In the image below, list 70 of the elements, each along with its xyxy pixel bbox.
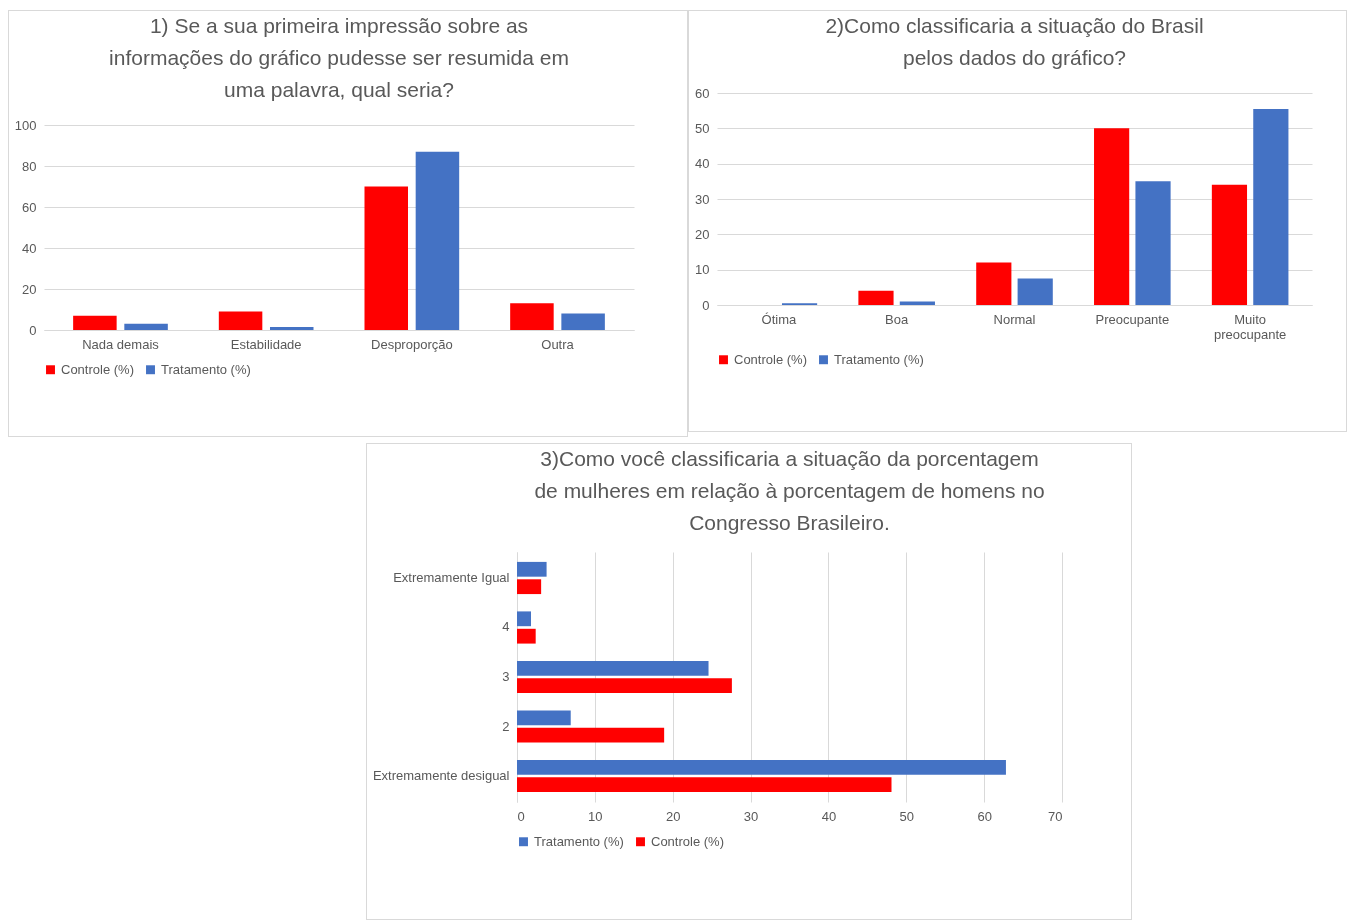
bar xyxy=(517,710,571,726)
y-tick-label: 0 xyxy=(29,322,37,338)
y-tick-label: 3 xyxy=(502,669,510,684)
bar xyxy=(517,759,1006,775)
y-tick-label: 30 xyxy=(695,191,710,207)
y-tick-label: 2 xyxy=(502,718,510,734)
y-tick-label: 80 xyxy=(22,158,37,174)
legend-label: Controle (%) xyxy=(61,361,134,377)
bar xyxy=(73,315,117,330)
bar xyxy=(517,777,892,793)
x-tick-label: Nada demais xyxy=(82,336,160,352)
y-tick-label: 100 xyxy=(14,117,37,133)
y-tick-label: Extremamente Igual xyxy=(393,569,510,585)
bar xyxy=(218,311,263,330)
bar xyxy=(517,660,709,676)
x-tick-label: 60 xyxy=(977,808,992,824)
y-tick-label: 60 xyxy=(22,199,37,215)
x-tick-label: Ótima xyxy=(761,311,797,327)
x-tick-label: 70 xyxy=(1048,808,1063,824)
bar xyxy=(517,727,665,743)
bar xyxy=(1135,181,1171,305)
chart-title: 2)Como classificaria a situação do Brasil pelos dados do gráfico? xyxy=(825,14,1204,69)
x-tick-label: 0 xyxy=(517,808,525,824)
bar xyxy=(517,611,532,627)
y-tick-label: 0 xyxy=(702,297,710,313)
x-tick-label: 30 xyxy=(743,808,759,824)
bar xyxy=(899,301,935,305)
bar xyxy=(415,151,460,330)
y-tick-label: 10 xyxy=(695,262,710,278)
x-tick-label: Normal xyxy=(993,311,1036,327)
bar xyxy=(976,262,1012,305)
y-tick-label: 60 xyxy=(695,85,710,101)
x-tick-label: 10 xyxy=(588,808,603,824)
legend-label: Tratamento (%) xyxy=(834,351,924,367)
legend-label: Controle (%) xyxy=(734,351,807,367)
bar xyxy=(1017,278,1053,305)
x-tick-label: Preocupante xyxy=(1095,311,1170,327)
y-tick-label: 40 xyxy=(695,156,710,172)
bar xyxy=(1211,184,1248,305)
x-tick-label: Outra xyxy=(541,336,575,352)
bar xyxy=(517,561,547,577)
bar xyxy=(517,678,732,694)
chart-title: 3)Como você classificaria a situação da porcentagem de mulheres em relação à porcentagem de homens no Congresso Brasileiro. xyxy=(534,447,1045,534)
x-tick-label: 50 xyxy=(899,808,915,824)
legend-label: Tratamento (%) xyxy=(161,361,251,377)
legend-label: Controle (%) xyxy=(651,833,724,849)
bar xyxy=(517,579,542,595)
bar xyxy=(510,303,554,330)
y-tick-label: 40 xyxy=(22,240,37,256)
bar xyxy=(1094,128,1130,305)
bar xyxy=(858,290,894,305)
y-tick-label: 50 xyxy=(695,120,710,136)
x-tick-label: 20 xyxy=(665,808,681,824)
x-tick-label: Desproporção xyxy=(371,336,453,352)
x-tick-label: Estabilidade xyxy=(230,336,302,352)
legend-label: Tratamento (%) xyxy=(534,833,624,849)
bar xyxy=(517,628,536,644)
x-tick-label: 40 xyxy=(821,808,837,824)
x-tick-label: Muito preocupante xyxy=(1214,311,1287,342)
bar xyxy=(124,323,168,330)
bar xyxy=(1253,108,1289,305)
y-tick-label: 20 xyxy=(695,226,710,242)
y-tick-label: 4 xyxy=(502,619,510,635)
bar xyxy=(561,313,605,330)
y-tick-label: 20 xyxy=(22,281,37,297)
bar xyxy=(364,186,408,330)
y-tick-label: Extremamente desigual xyxy=(372,768,510,784)
x-tick-label: Boa xyxy=(885,311,910,327)
chart-title: 1) Se a sua primeira impressão sobre as informações do gráfico pudesse ser resumida em uma palavra, qual seria? xyxy=(109,14,569,101)
bar xyxy=(270,326,314,330)
